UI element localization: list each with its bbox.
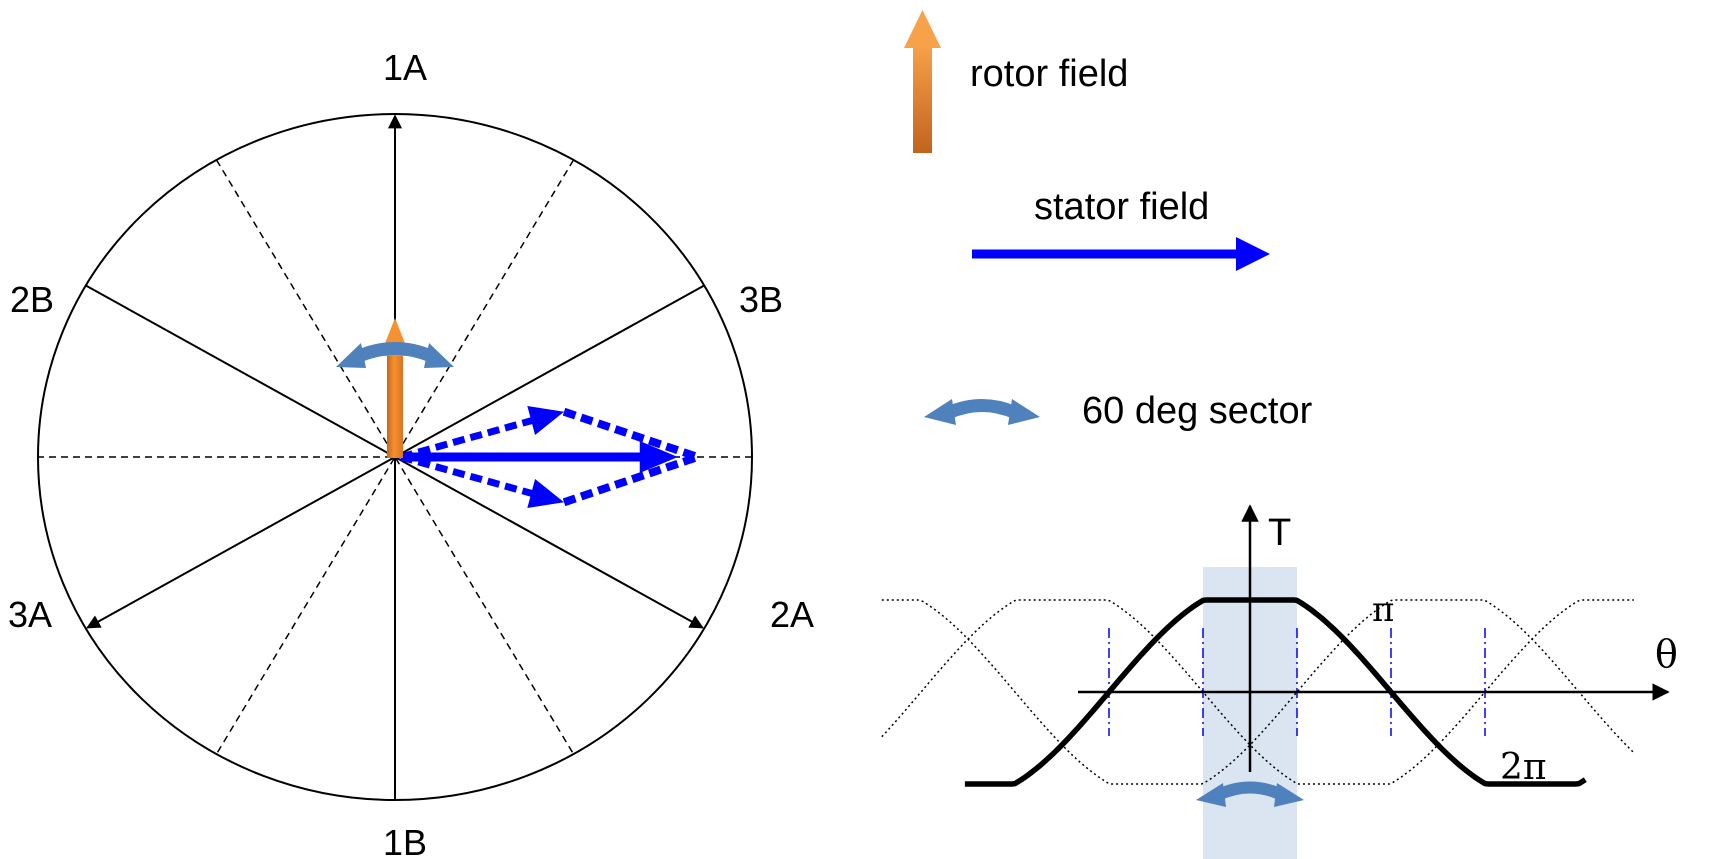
torque-plot: T θ π 2π <box>881 504 1678 859</box>
stator-component-head-1 <box>527 479 565 508</box>
legend-sector-arrow-icon <box>924 399 1040 425</box>
theta-axis-label: θ <box>1655 632 1678 676</box>
stator-component-head-0 <box>527 406 565 435</box>
phase-label-3a: 3A <box>8 594 52 635</box>
stator-component-1 <box>400 453 554 503</box>
phase-label-2a: 2A <box>770 594 814 635</box>
phase-axis-b2 <box>85 284 396 458</box>
phase-label-2b: 2B <box>10 279 54 320</box>
sector-boundary-lines <box>38 159 752 755</box>
stator-parallelogram-side-0 <box>562 407 700 461</box>
stator-parallelogram-side-1 <box>562 453 700 507</box>
plot-sector-double-arrow-icon <box>1196 781 1304 807</box>
pi-label: π <box>1372 590 1394 630</box>
stator-component-0 <box>400 411 554 461</box>
phase-label-1a: 1A <box>383 47 427 88</box>
phasor-diagram: 1A 1B 2A 2B 3A 3B <box>8 47 814 859</box>
legend: rotor field stator field 60 deg sector <box>904 10 1313 432</box>
phase-torque-curves <box>881 599 1635 785</box>
phase-label-3b: 3B <box>739 279 783 320</box>
stator-field-head <box>639 441 678 473</box>
legend-stator-arrow-icon <box>972 237 1270 271</box>
sector-line-2 <box>215 159 575 755</box>
phase-torque-curve-0 <box>881 599 1634 785</box>
sector-double-arrow-icon <box>336 342 454 368</box>
rotor-field-vector <box>380 318 410 458</box>
phase-axis-b3 <box>394 284 705 458</box>
legend-rotor-arrow-icon <box>904 10 941 153</box>
two-pi-label: 2π <box>1500 747 1547 788</box>
legend-sector-label: 60 deg sector <box>1082 390 1313 432</box>
torque-axis-label: T <box>1268 512 1291 554</box>
legend-rotor-label: rotor field <box>970 53 1128 95</box>
sector-marker-lines <box>1108 628 1486 736</box>
legend-stator-label: stator field <box>1034 186 1209 228</box>
stator-field-vector <box>401 441 678 473</box>
phase-label-1b: 1B <box>383 822 427 859</box>
net-torque-curve <box>964 597 1587 787</box>
phase-axis-a3 <box>86 456 396 629</box>
stator-component-vectors <box>400 406 700 508</box>
phase-axis-a2 <box>394 456 704 629</box>
sector-line-1 <box>215 159 575 755</box>
